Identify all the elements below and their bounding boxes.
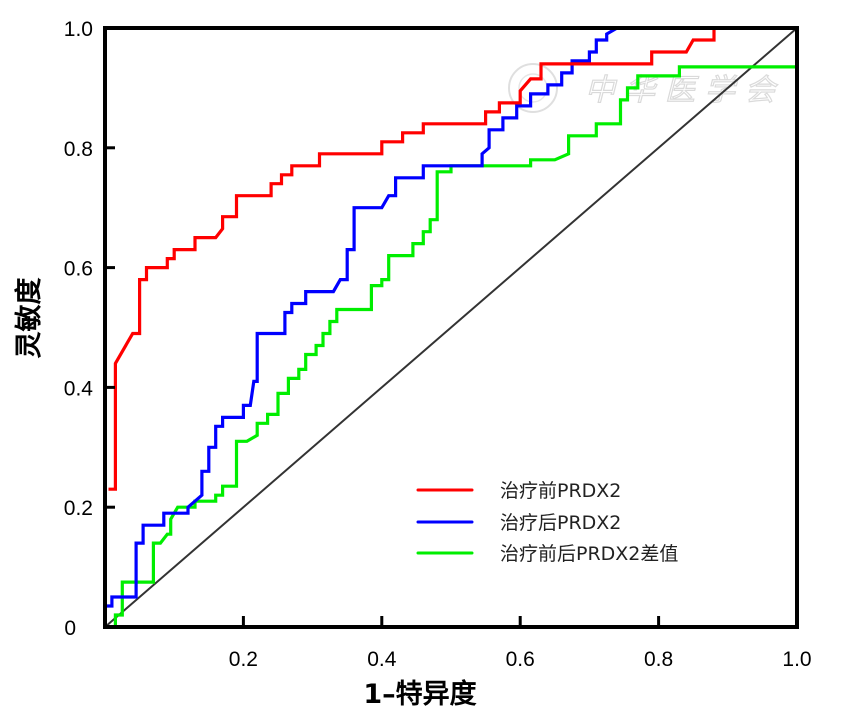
y-axis-title: 灵敏度	[13, 278, 45, 359]
watermark-seal-icon	[508, 63, 558, 113]
x-tick-label: 0.4	[367, 648, 397, 671]
y-tick-label: 1.0	[64, 18, 93, 41]
series-line-2	[113, 65, 797, 627]
y-tick-label: 0.8	[64, 138, 93, 161]
y-tick-label: 0	[64, 617, 76, 640]
series-line-1	[105, 26, 618, 608]
legend: 治疗前PRDX2 治疗后PRDX2 治疗前后PRDX2差值	[416, 480, 678, 565]
legend-label: 治疗后PRDX2	[500, 512, 621, 534]
y-tick-label: 0.2	[64, 497, 93, 520]
series-line-0	[108, 28, 716, 491]
x-axis-title: 1–特异度	[363, 678, 476, 710]
x-tick-label: 0.2	[229, 648, 258, 671]
x-tick-label: 0.6	[506, 648, 535, 671]
legend-label: 治疗前后PRDX2差值	[500, 543, 678, 565]
y-tick-label: 0.4	[64, 377, 94, 400]
x-tick-label: 1.0	[782, 648, 811, 671]
y-axis-ticks: 0 0.2 0.4 0.6 0.8 1.0	[64, 18, 115, 640]
y-tick-label: 0.6	[64, 258, 93, 281]
legend-item: 治疗前后PRDX2差值	[416, 543, 678, 565]
legend-item: 治疗前PRDX2	[416, 480, 621, 502]
x-tick-label: 0.8	[644, 648, 673, 671]
series-layer	[104, 26, 798, 628]
legend-label: 治疗前PRDX2	[500, 480, 621, 502]
watermark-text: 中华医学会	[585, 73, 785, 108]
plot-frame	[103, 26, 799, 629]
legend-item: 治疗后PRDX2	[416, 512, 621, 534]
reference-diagonal-line	[104, 27, 798, 628]
x-axis-ticks: 0.2 0.4 0.6 0.8 1.0	[229, 616, 812, 671]
watermark: 中华医学会	[508, 63, 785, 113]
